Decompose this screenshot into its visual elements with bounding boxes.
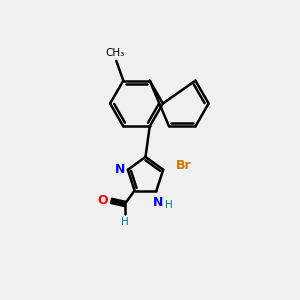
Text: CH₃: CH₃	[105, 48, 124, 59]
Text: O: O	[97, 194, 108, 207]
Text: N: N	[115, 163, 125, 176]
Text: H: H	[165, 200, 173, 209]
Text: Br: Br	[176, 159, 192, 172]
Text: N: N	[153, 196, 163, 209]
Text: H: H	[121, 218, 129, 227]
